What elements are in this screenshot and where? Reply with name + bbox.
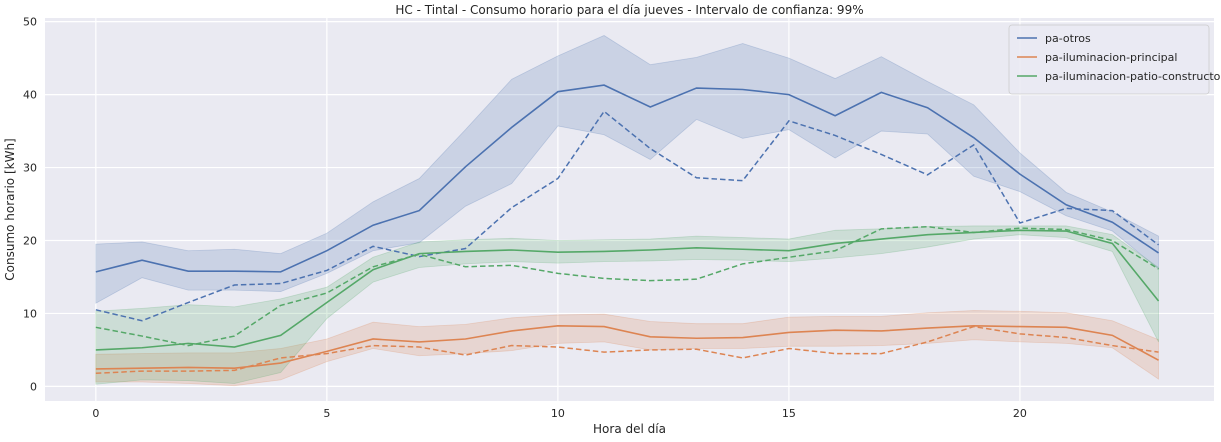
x-tick-label: 0 bbox=[92, 407, 99, 420]
grid-lines bbox=[45, 18, 1214, 401]
y-tick-label: 40 bbox=[23, 89, 37, 102]
mean-line-pa-otros bbox=[95, 84, 1159, 273]
confidence-bands bbox=[95, 35, 1159, 387]
mean-line-pa-iluminacion-patio-constructor bbox=[95, 229, 1160, 351]
reference-line-pa-iluminacion-principal bbox=[95, 325, 1159, 375]
y-tick-label: 20 bbox=[23, 235, 37, 248]
mean-line-pa-iluminacion-principal bbox=[95, 325, 1159, 370]
y-axis-label: Consumo horario [kWh] bbox=[3, 138, 17, 280]
confidence-band-pa-iluminacion-principal bbox=[95, 310, 1159, 387]
series-lines bbox=[95, 84, 1160, 375]
x-tick-label: 5 bbox=[323, 407, 330, 420]
y-tick-label: 0 bbox=[30, 380, 37, 393]
legend-label: pa-otros bbox=[1045, 32, 1091, 45]
x-axis-label: Hora del día bbox=[593, 422, 666, 436]
x-tick-label: 20 bbox=[1013, 407, 1027, 420]
confidence-band-pa-iluminacion-patio-constructor bbox=[95, 225, 1159, 385]
legend-label: pa-iluminacion-patio-constructor bbox=[1045, 70, 1221, 83]
legend-box bbox=[1008, 24, 1210, 95]
chart-title: HC - Tintal - Consumo horario para el dí… bbox=[395, 3, 863, 17]
legend-label: pa-iluminacion-principal bbox=[1045, 51, 1177, 64]
y-tick-label: 50 bbox=[23, 16, 37, 29]
tick-labels: 0 5 10 15 20 0 10 20 30 40 50 bbox=[23, 16, 1027, 420]
y-tick-label: 30 bbox=[23, 162, 37, 175]
reference-line-pa-otros bbox=[95, 110, 1160, 322]
x-tick-label: 10 bbox=[551, 407, 565, 420]
x-tick-label: 15 bbox=[782, 407, 796, 420]
legend: pa-otros pa-iluminacion-principal pa-ilumi… bbox=[1008, 24, 1221, 95]
y-tick-label: 10 bbox=[23, 307, 37, 320]
